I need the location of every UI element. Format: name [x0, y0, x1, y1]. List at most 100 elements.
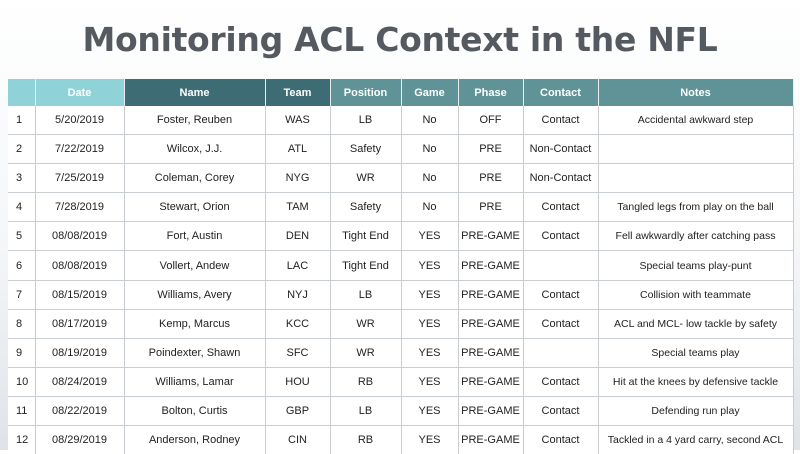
cell-notes: Special teams play-punt: [598, 250, 794, 281]
cell-position: Safety: [330, 192, 402, 223]
cell-team: WAS: [265, 106, 331, 136]
cell-game: YES: [401, 425, 459, 454]
cell-name: Stewart, Orion: [124, 192, 266, 223]
cell-team: GBP: [265, 396, 331, 427]
cell-position: RB: [330, 425, 402, 454]
column-header-game: Game: [401, 79, 459, 106]
cell-date: 08/22/2019: [35, 396, 125, 427]
cell-team: NYJ: [265, 280, 331, 310]
row-index: 1: [8, 106, 36, 136]
row-index: 6: [8, 250, 36, 281]
cell-name: Wilcox, J.J.: [124, 134, 266, 165]
cell-notes: Defending run play: [598, 396, 794, 427]
column-header-position: Position: [330, 79, 402, 106]
cell-phase: PRE: [458, 192, 524, 223]
cell-name: Coleman, Corey: [124, 163, 266, 194]
table-row: 12 08/29/2019 Anderson, Rodney CIN RB YES PRE-…: [8, 425, 794, 454]
cell-contact: Contact: [523, 192, 599, 223]
cell-game: No: [401, 163, 459, 194]
cell-notes: Special teams play: [598, 338, 794, 368]
acl-injury-table: Date Name Team Position Game Phase Conta…: [8, 79, 794, 454]
cell-date: 08/08/2019: [35, 221, 125, 252]
column-header-contact: Contact: [523, 79, 599, 106]
cell-game: No: [401, 134, 459, 165]
cell-contact: Non-Contact: [523, 163, 599, 194]
table-header-row: Date Name Team Position Game Phase Conta…: [8, 79, 794, 106]
cell-contact: Contact: [523, 396, 599, 427]
cell-position: Safety: [330, 134, 402, 165]
row-index: 10: [8, 367, 36, 397]
row-index: 4: [8, 192, 36, 223]
cell-phase: PRE: [458, 163, 524, 194]
cell-name: Anderson, Rodney: [124, 425, 266, 454]
cell-team: HOU: [265, 367, 331, 397]
column-header-team: Team: [265, 79, 331, 106]
cell-team: NYG: [265, 163, 331, 194]
cell-game: YES: [401, 396, 459, 427]
cell-phase: PRE-GAME: [458, 280, 524, 310]
table-row: 1 5/20/2019 Foster, Reuben WAS LB No OFF Contac…: [8, 106, 794, 136]
cell-position: WR: [330, 309, 402, 339]
cell-name: Poindexter, Shawn: [124, 338, 266, 368]
cell-team: KCC: [265, 309, 331, 339]
cell-contact: [523, 338, 599, 368]
cell-phase: PRE-GAME: [458, 396, 524, 427]
table-row: 10 08/24/2019 Williams, Lamar HOU RB YES PRE-G…: [8, 367, 794, 397]
cell-position: Tight End: [330, 221, 402, 252]
cell-position: LB: [330, 106, 402, 136]
cell-team: TAM: [265, 192, 331, 223]
cell-date: 08/17/2019: [35, 309, 125, 339]
cell-position: LB: [330, 280, 402, 310]
row-index: 7: [8, 280, 36, 310]
row-index: 9: [8, 338, 36, 368]
cell-phase: PRE-GAME: [458, 250, 524, 281]
table-row: 7 08/15/2019 Williams, Avery NYJ LB YES PRE-GA…: [8, 280, 794, 310]
cell-date: 7/25/2019: [35, 163, 125, 194]
cell-team: ATL: [265, 134, 331, 165]
cell-position: LB: [330, 396, 402, 427]
cell-date: 08/19/2019: [35, 338, 125, 368]
cell-contact: Non-Contact: [523, 134, 599, 165]
row-index: 3: [8, 163, 36, 194]
cell-notes: ACL and MCL- low tackle by safety: [598, 309, 794, 339]
cell-contact: Contact: [523, 280, 599, 310]
table-row: 8 08/17/2019 Kemp, Marcus KCC WR YES PRE-GAME C…: [8, 309, 794, 339]
cell-contact: Contact: [523, 309, 599, 339]
table-row: 5 08/08/2019 Fort, Austin DEN Tight End YES PR…: [8, 221, 794, 252]
cell-phase: PRE-GAME: [458, 309, 524, 339]
column-header-phase: Phase: [458, 79, 524, 106]
cell-game: No: [401, 192, 459, 223]
cell-contact: Contact: [523, 425, 599, 454]
column-header-notes: Notes: [598, 79, 794, 106]
column-header-date: Date: [35, 79, 125, 106]
cell-date: 7/28/2019: [35, 192, 125, 223]
table-row: 4 7/28/2019 Stewart, Orion TAM Safety No PRE Co…: [8, 192, 794, 223]
column-header-name: Name: [124, 79, 266, 106]
cell-name: Vollert, Andew: [124, 250, 266, 281]
cell-phase: OFF: [458, 106, 524, 136]
cell-game: No: [401, 106, 459, 136]
cell-name: Bolton, Curtis: [124, 396, 266, 427]
cell-name: Foster, Reuben: [124, 106, 266, 136]
row-index: 8: [8, 309, 36, 339]
cell-name: Kemp, Marcus: [124, 309, 266, 339]
cell-game: YES: [401, 309, 459, 339]
cell-contact: Contact: [523, 367, 599, 397]
table-row: 3 7/25/2019 Coleman, Corey NYG WR No PRE Non-Co…: [8, 163, 794, 194]
cell-notes: Tangled legs from play on the ball: [598, 192, 794, 223]
table-row: 6 08/08/2019 Vollert, Andew LAC Tight End YES…: [8, 250, 794, 281]
cell-phase: PRE-GAME: [458, 367, 524, 397]
cell-phase: PRE: [458, 134, 524, 165]
cell-notes: [598, 163, 794, 194]
table-row: 2 7/22/2019 Wilcox, J.J. ATL Safety No PRE Non-…: [8, 134, 794, 165]
column-header-index: [8, 79, 36, 106]
cell-contact: Contact: [523, 106, 599, 136]
cell-phase: PRE-GAME: [458, 221, 524, 252]
cell-date: 7/22/2019: [35, 134, 125, 165]
cell-name: Fort, Austin: [124, 221, 266, 252]
cell-date: 08/15/2019: [35, 280, 125, 310]
cell-phase: PRE-GAME: [458, 425, 524, 454]
cell-position: WR: [330, 163, 402, 194]
cell-name: Williams, Avery: [124, 280, 266, 310]
cell-name: Williams, Lamar: [124, 367, 266, 397]
